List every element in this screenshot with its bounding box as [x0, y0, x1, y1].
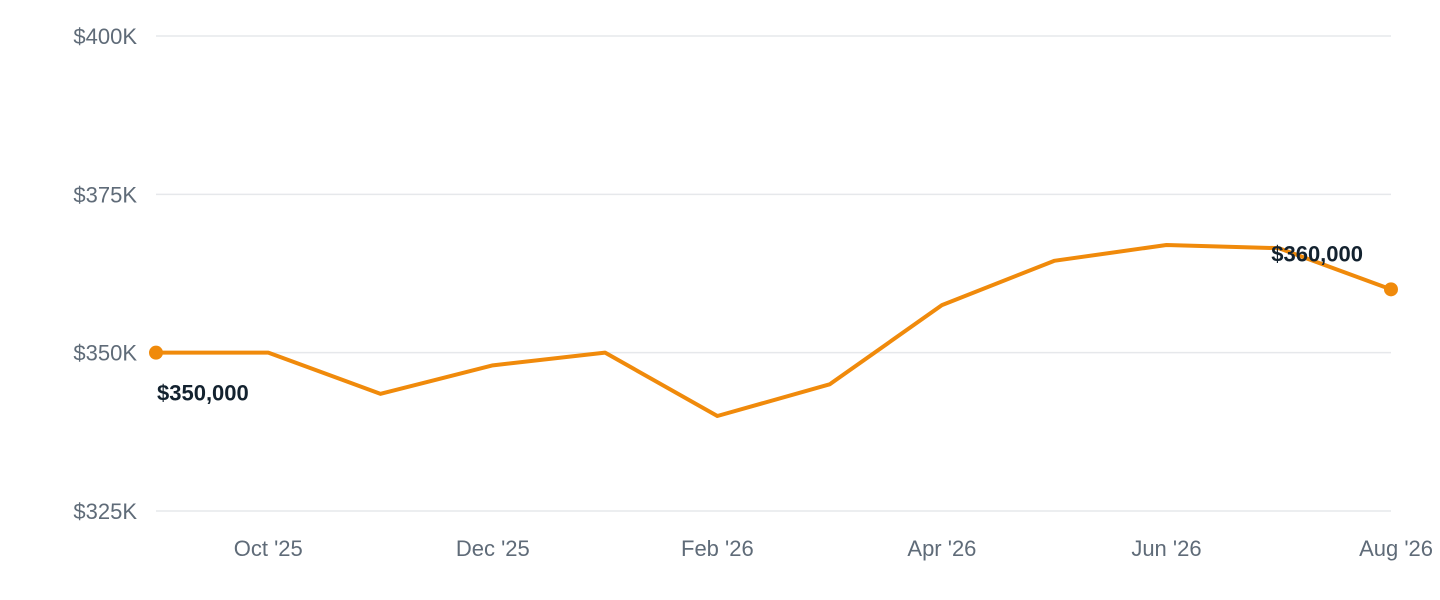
x-tick-label: Feb '26 — [681, 536, 754, 561]
x-tick-label: Apr '26 — [907, 536, 976, 561]
y-tick-label: $400K — [73, 24, 137, 49]
data-labels: $350,000 $360,000 — [157, 241, 1363, 405]
x-tick-label: Aug '26 — [1359, 536, 1433, 561]
series-line — [154, 243, 1393, 418]
start-value-label: $350,000 — [157, 381, 249, 406]
x-axis-ticks: Oct '25 Dec '25 Feb '26 Apr '26 Jun '26 Aug '… — [234, 536, 1433, 561]
y-tick-label: $350K — [73, 341, 137, 366]
x-tick-label: Jun '26 — [1131, 536, 1201, 561]
start-point-marker — [149, 345, 163, 360]
y-axis-ticks: $325K $350K $375K $400K — [73, 24, 137, 524]
x-tick-label: Dec '25 — [456, 536, 530, 561]
end-value-label: $360,000 — [1271, 241, 1363, 266]
series-group — [149, 243, 1398, 418]
x-tick-label: Oct '25 — [234, 536, 303, 561]
grid-lines — [156, 35, 1391, 512]
y-tick-label: $375K — [73, 182, 137, 207]
y-tick-label: $325K — [73, 499, 137, 524]
end-point-marker — [1384, 282, 1398, 297]
